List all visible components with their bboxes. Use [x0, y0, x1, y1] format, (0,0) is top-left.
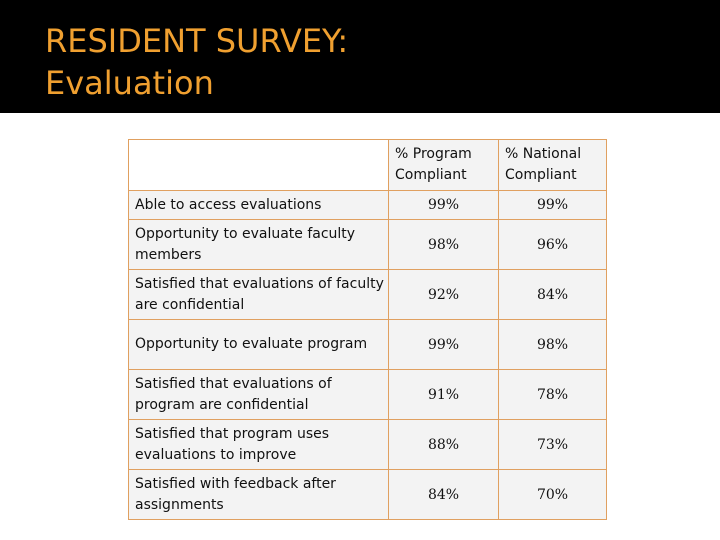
title-bar: RESIDENT SURVEY: Evaluation	[0, 0, 720, 113]
table-row: Satisfied that evaluations of faculty ar…	[128, 269, 607, 320]
header-blank	[128, 139, 389, 191]
header-program-compliant: % Program Compliant	[388, 139, 499, 191]
program-value: 88%	[388, 419, 499, 470]
national-value: 78%	[498, 369, 607, 420]
table-row: Satisfied with feedback after assignment…	[128, 469, 607, 520]
program-value: 99%	[388, 319, 499, 370]
table-row: Able to access evaluations 99% 99%	[128, 190, 607, 220]
table-row: Opportunity to evaluate faculty members …	[128, 219, 607, 270]
row-label: Opportunity to evaluate program	[128, 319, 389, 370]
row-label: Satisfied with feedback after assignment…	[128, 469, 389, 520]
slide-title-line-2: Evaluation	[45, 64, 214, 102]
row-label: Opportunity to evaluate faculty members	[128, 219, 389, 270]
program-value: 98%	[388, 219, 499, 270]
row-label: Satisfied that evaluations of faculty ar…	[128, 269, 389, 320]
national-value: 99%	[498, 190, 607, 220]
program-value: 92%	[388, 269, 499, 320]
row-label: Able to access evaluations	[128, 190, 389, 220]
survey-table: % Program Compliant % National Compliant…	[128, 139, 607, 520]
row-label: Satisfied that program uses evaluations …	[128, 419, 389, 470]
program-value: 91%	[388, 369, 499, 420]
table-row: Satisfied that program uses evaluations …	[128, 419, 607, 470]
slide-content: % Program Compliant % National Compliant…	[0, 113, 720, 540]
slide-title-line-1: RESIDENT SURVEY:	[45, 22, 349, 60]
national-value: 73%	[498, 419, 607, 470]
national-value: 96%	[498, 219, 607, 270]
table-header-row: % Program Compliant % National Compliant	[128, 139, 607, 191]
program-value: 84%	[388, 469, 499, 520]
table-row: Satisfied that evaluations of program ar…	[128, 369, 607, 420]
header-national-compliant: % National Compliant	[498, 139, 607, 191]
slide-title: RESIDENT SURVEY: Evaluation	[45, 20, 348, 104]
row-label: Satisfied that evaluations of program ar…	[128, 369, 389, 420]
table-row: Opportunity to evaluate program 99% 98%	[128, 319, 607, 370]
national-value: 84%	[498, 269, 607, 320]
national-value: 98%	[498, 319, 607, 370]
national-value: 70%	[498, 469, 607, 520]
program-value: 99%	[388, 190, 499, 220]
